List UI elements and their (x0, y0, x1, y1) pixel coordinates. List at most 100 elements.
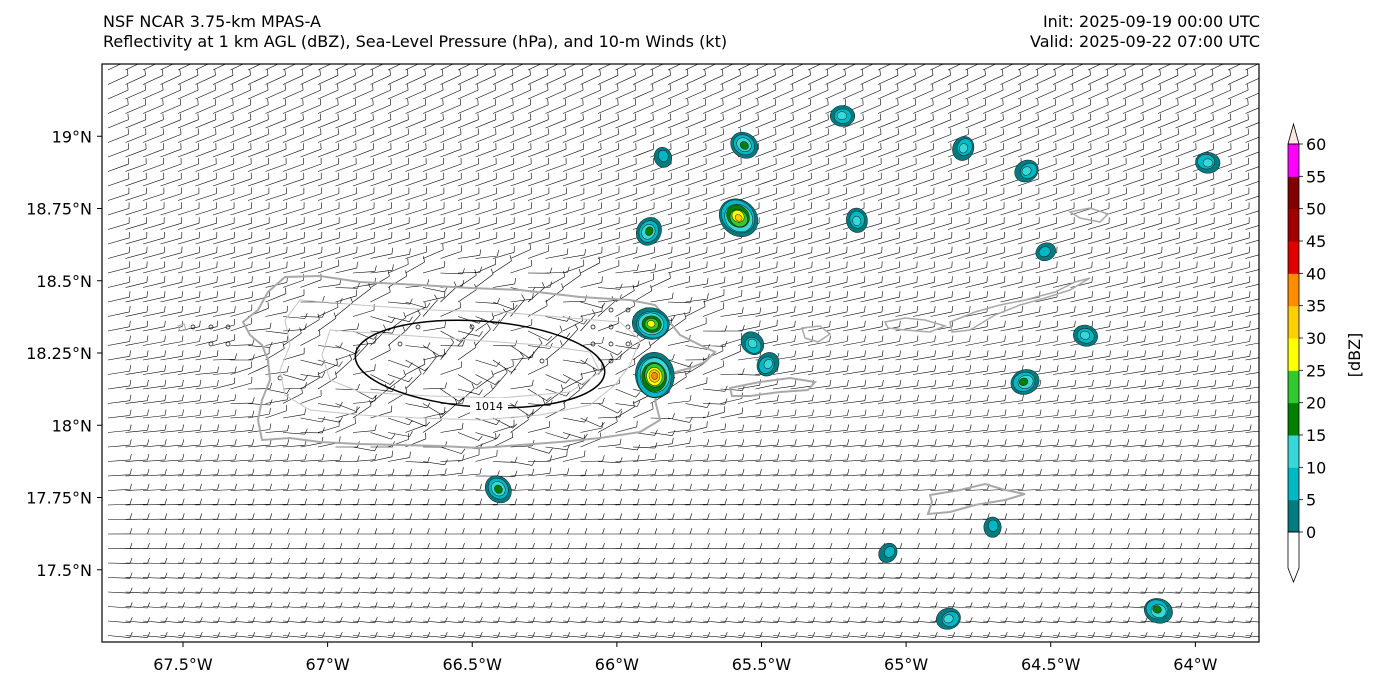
calm-wind-marker (539, 358, 545, 364)
lon-tick-label: 65°W (884, 655, 928, 674)
st-croix-coast (926, 482, 1026, 516)
colorbar-tick-label: 20 (1306, 394, 1326, 413)
time-info: Init: 2025-09-19 00:00 UTC Valid: 2025-0… (1030, 12, 1260, 52)
colorbar-segment (1288, 338, 1299, 371)
puerto-rico-coast (241, 274, 717, 450)
reflectivity-contour (1021, 166, 1032, 176)
storm-cell (952, 136, 975, 161)
isobar-label: 1014 (475, 400, 503, 413)
lat-tick-label: 17.75°N (26, 489, 92, 508)
reflectivity-contour (988, 519, 999, 532)
anegada-coast (1067, 207, 1110, 223)
reflectivity-contour (763, 359, 773, 369)
calm-wind-marker (225, 341, 231, 347)
storm-cell (1195, 152, 1221, 174)
storm-cell (632, 307, 670, 340)
storm-cell (829, 105, 856, 127)
lat-tick-label: 18.75°N (26, 200, 92, 219)
storm-cell (740, 331, 765, 355)
reflectivity-contour (836, 111, 847, 121)
lon-tick-label: 64°W (1173, 655, 1217, 674)
lon-tick-label: 67.5°W (153, 655, 213, 674)
reflectivity-contour (658, 149, 669, 162)
colorbar-tick-label: 10 (1306, 458, 1326, 477)
map-title: NSF NCAR 3.75-km MPAS-A Reflectivity at … (103, 12, 727, 52)
storm-cell (1073, 324, 1098, 347)
reflectivity-contour (1019, 377, 1029, 386)
lat-tick-label: 18.5°N (36, 272, 92, 291)
reflectivity-contour (959, 143, 968, 154)
storm-cell (1035, 242, 1056, 262)
vieques-coast (728, 376, 817, 397)
storm-cell (1014, 159, 1039, 183)
calm-wind-marker (608, 324, 614, 330)
lat-tick-label: 17.5°N (36, 561, 92, 580)
colorbar-tick-label: 40 (1306, 264, 1326, 283)
reflectivity-contour (651, 372, 658, 380)
colorbar: 0 5 10 15 20 25 30 35 40 45 50 55 60 (1287, 122, 1326, 584)
storm-cell (635, 352, 675, 399)
calm-wind-marker (590, 341, 596, 347)
calm-wind-marker (190, 324, 196, 330)
storm-cell (718, 198, 759, 238)
reflectivity-contour (943, 614, 954, 624)
reflectivity-contour (1079, 330, 1091, 340)
reflectivity-contour (494, 484, 503, 494)
desecheo-coast (177, 323, 187, 332)
reflectivity-contour (1152, 605, 1162, 614)
colorbar-segment (1288, 176, 1299, 210)
lon-tick-label: 66.5°W (443, 655, 503, 674)
colorbar-tick-label: 50 (1306, 200, 1326, 219)
colorbar-segment (1288, 499, 1299, 533)
reflectivity-contour (645, 226, 654, 236)
lat-tick-label: 19°N (52, 127, 92, 146)
storm-cell (730, 132, 759, 159)
colorbar-max-extend (1287, 122, 1300, 145)
colorbar-tick-label: 55 (1306, 167, 1326, 186)
sea-level-pressure: 1014 (354, 319, 606, 413)
calm-wind-marker (608, 307, 614, 313)
calm-wind-marker (415, 324, 421, 330)
lat-tick-label: 18°N (52, 416, 92, 435)
storm-cell (935, 607, 961, 630)
storm-cell (653, 147, 673, 168)
colorbar-segment (1288, 467, 1299, 501)
calm-wind-marker (608, 358, 614, 364)
reflectivity-cells (484, 105, 1221, 630)
reflectivity-contour (734, 214, 743, 222)
bvi-coast (949, 277, 1091, 333)
lat-tick-label: 18.25°N (26, 344, 92, 363)
colorbar-tick-label: 0 (1306, 523, 1316, 542)
storm-cell (636, 217, 662, 246)
storm-cell (1144, 598, 1173, 624)
colorbar-segment (1288, 241, 1299, 274)
colorbar-tick-label: 15 (1306, 426, 1326, 445)
calm-wind-marker (397, 341, 403, 347)
reflectivity-contour (884, 546, 896, 558)
reflectivity-contour (747, 338, 758, 349)
puerto-rico-interior (279, 299, 641, 421)
st-thomas-coast (883, 317, 948, 333)
colorbar-tick-label: 30 (1306, 329, 1326, 348)
colorbar-segment (1288, 208, 1299, 242)
colorbar-segment (1288, 144, 1299, 177)
colorbar-segment (1288, 273, 1299, 307)
colorbar-tick-label: 60 (1306, 135, 1326, 154)
valid-time: Valid: 2025-09-22 07:00 UTC (1029, 32, 1260, 51)
reflectivity-contour (1202, 158, 1213, 168)
latitude-axis: 19°N 18.75°N 18.5°N 18.25°N 18°N 17.75°N 17.5°… (26, 127, 102, 580)
colorbar-label: [dBZ] (1345, 333, 1364, 378)
calm-wind-marker (225, 324, 231, 330)
puerto-rico-interior-2 (321, 329, 601, 399)
reflectivity-contour (739, 141, 749, 150)
field-description: Reflectivity at 1 km AGL (dBZ), Sea-Leve… (103, 32, 728, 51)
calm-wind-marker (608, 341, 614, 347)
lon-tick-label: 67°W (306, 655, 350, 674)
coastlines (177, 207, 1110, 516)
storm-cell (846, 207, 868, 233)
storm-cell (1010, 369, 1040, 395)
colorbar-tick-label: 45 (1306, 232, 1326, 251)
calm-wind-marker (590, 324, 596, 330)
lon-tick-label: 65.5°W (732, 655, 792, 674)
